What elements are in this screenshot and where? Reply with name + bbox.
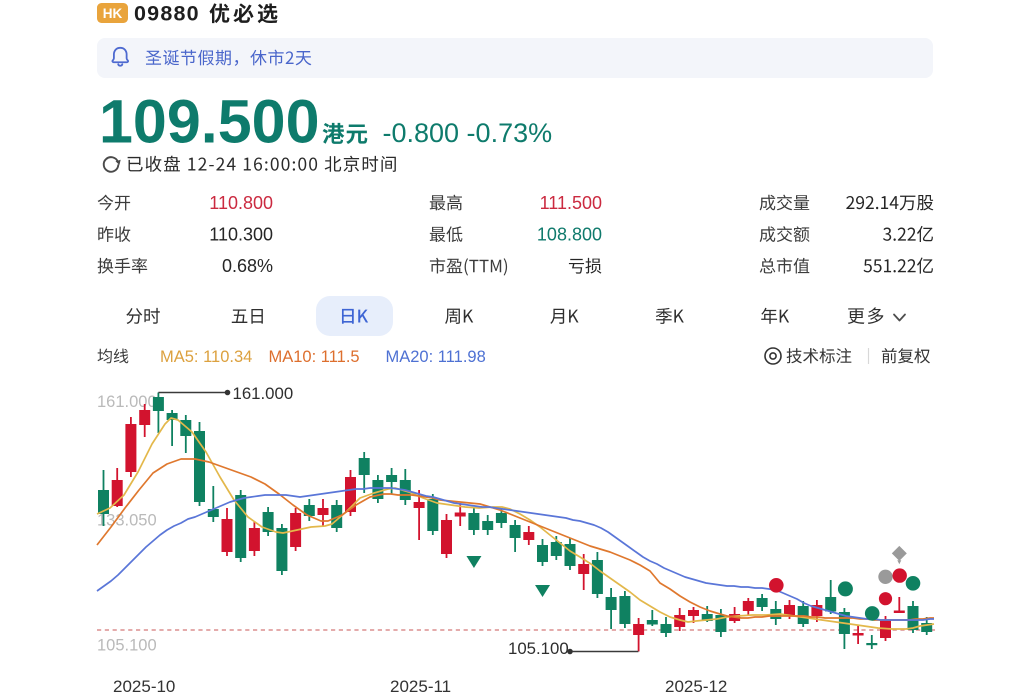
svg-text:-0.800 -0.73%: -0.800 -0.73% bbox=[383, 118, 553, 148]
svg-text:109.500: 109.500 bbox=[99, 87, 320, 155]
svg-text:111.500: 111.500 bbox=[540, 193, 602, 213]
svg-text:105.100: 105.100 bbox=[508, 639, 569, 658]
svg-text:108.800: 108.800 bbox=[537, 225, 602, 245]
svg-text:MA5: 110.34: MA5: 110.34 bbox=[160, 348, 252, 366]
svg-text:2025-12: 2025-12 bbox=[665, 677, 727, 696]
svg-text:MA20: 111.98: MA20: 111.98 bbox=[386, 348, 486, 366]
svg-text:110.800: 110.800 bbox=[209, 193, 273, 213]
svg-text:161.000: 161.000 bbox=[97, 393, 157, 411]
svg-text:161.000: 161.000 bbox=[233, 384, 294, 403]
svg-text:HK: HK bbox=[103, 6, 123, 21]
svg-text:133.050: 133.050 bbox=[97, 512, 157, 530]
svg-text:MA10: 111.5: MA10: 111.5 bbox=[269, 348, 360, 366]
svg-text:09880: 09880 bbox=[134, 2, 200, 26]
svg-text:110.300: 110.300 bbox=[209, 225, 273, 245]
svg-text:0.68%: 0.68% bbox=[222, 256, 273, 276]
svg-text:2025-11: 2025-11 bbox=[390, 677, 451, 696]
svg-text:105.100: 105.100 bbox=[97, 637, 157, 655]
svg-text:2025-10: 2025-10 bbox=[113, 677, 175, 696]
